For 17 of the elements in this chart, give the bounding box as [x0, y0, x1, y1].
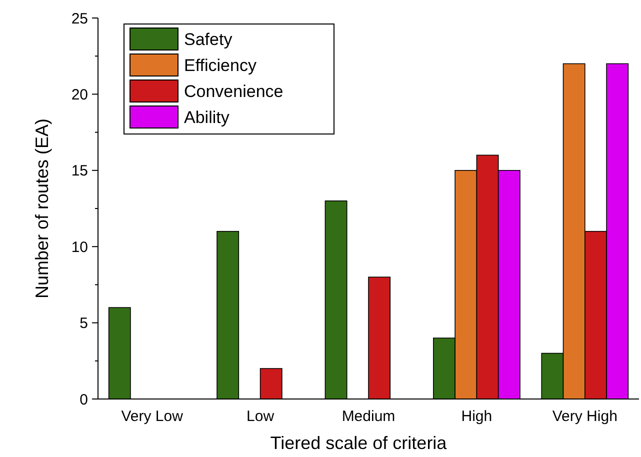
- y-tick-label: 5: [80, 315, 88, 332]
- x-axis-title: Tiered scale of criteria: [270, 433, 448, 453]
- x-tick-label: Very High: [552, 408, 618, 425]
- y-tick-label: 0: [80, 391, 88, 408]
- legend-label: Ability: [184, 108, 230, 127]
- x-tick-label: High: [461, 408, 492, 425]
- y-axis-title: Number of routes (EA): [32, 118, 52, 299]
- x-tick-label: Medium: [342, 408, 396, 425]
- y-tick-label: 25: [71, 10, 88, 28]
- legend-label: Safety: [184, 30, 233, 49]
- x-tick-label: Very Low: [121, 408, 184, 425]
- y-tick-label: 10: [71, 238, 88, 256]
- x-tick-label: Low: [246, 408, 274, 425]
- y-tick-label: 15: [71, 162, 88, 180]
- legend-label: Efficiency: [184, 56, 257, 75]
- y-tick-label: 20: [71, 86, 88, 104]
- legend-label: Convenience: [184, 82, 284, 101]
